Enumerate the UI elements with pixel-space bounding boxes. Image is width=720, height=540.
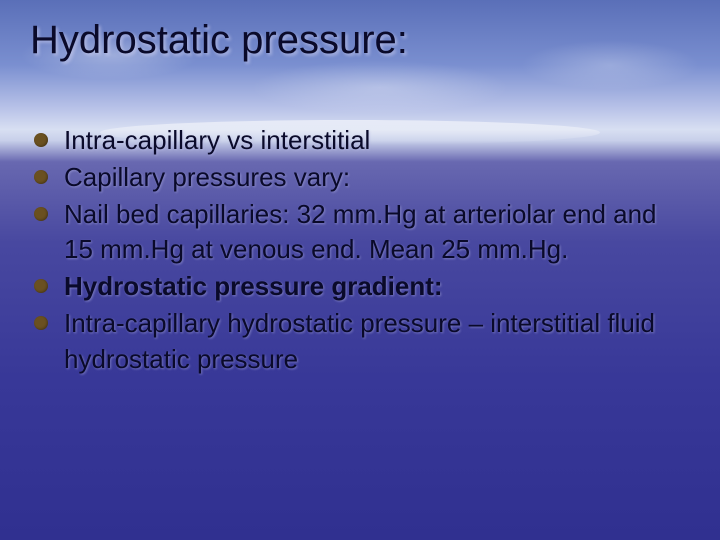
bullet-text: Hydrostatic pressure gradient: [64,271,443,301]
cloud-decoration [250,60,510,115]
bullet-text: Intra-capillary hydrostatic pressure – i… [64,308,655,373]
slide: Hydrostatic pressure: Intra-capillary vs… [0,0,720,540]
slide-title: Hydrostatic pressure: [30,18,690,63]
bullet-item: Intra-capillary vs interstitial [30,123,690,158]
bullet-text: Intra-capillary vs interstitial [64,125,370,155]
bullet-text: Nail bed capillaries: 32 mm.Hg at arteri… [64,199,657,264]
bullet-item: Nail bed capillaries: 32 mm.Hg at arteri… [30,197,690,267]
bullet-item: Capillary pressures vary: [30,160,690,195]
bullet-list: Intra-capillary vs interstitial Capillar… [30,123,690,377]
bullet-item: Hydrostatic pressure gradient: [30,269,690,304]
bullet-text: Capillary pressures vary: [64,162,350,192]
bullet-item: Intra-capillary hydrostatic pressure – i… [30,306,690,376]
